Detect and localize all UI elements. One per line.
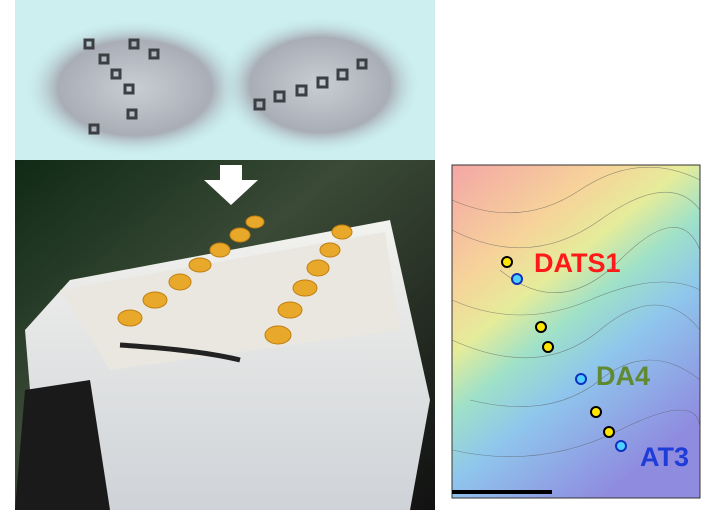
figure: DATS1 DA4 AT3 [0,0,708,525]
station-label: DATS1 [534,248,621,278]
station-label: DA4 [596,361,650,391]
bathymetry-map: DATS1 DA4 AT3 [447,158,706,520]
microscope-panel [15,0,435,160]
station-label: AT3 [640,442,689,472]
incubation-photo [15,160,435,510]
